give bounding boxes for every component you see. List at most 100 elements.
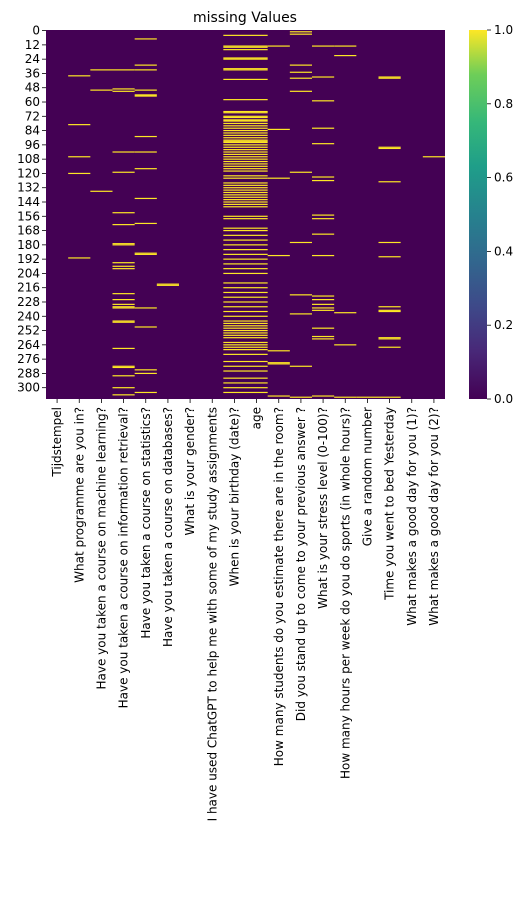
missing-cell xyxy=(245,158,268,160)
missing-cell xyxy=(245,141,268,144)
missing-cell xyxy=(245,325,268,327)
y-axis: 0122436486072849610812013214415616818019… xyxy=(17,24,46,395)
missing-cell xyxy=(245,78,268,80)
missing-cell xyxy=(134,89,157,91)
missing-cell xyxy=(223,218,246,220)
x-tick-label: I have used ChatGPT to help me with some… xyxy=(205,407,219,821)
missing-cell xyxy=(245,353,268,355)
missing-cell xyxy=(245,189,268,191)
missing-cell xyxy=(223,282,246,284)
missing-cell xyxy=(378,77,401,79)
missing-cell xyxy=(223,349,246,351)
missing-cell xyxy=(267,254,290,257)
missing-cell xyxy=(378,306,401,308)
missing-cell xyxy=(245,125,268,127)
missing-cell xyxy=(245,139,268,141)
missing-cell xyxy=(334,312,357,314)
missing-cell xyxy=(245,153,268,155)
missing-cell xyxy=(223,196,246,198)
missing-cell xyxy=(245,199,268,201)
missing-cell xyxy=(289,64,312,66)
missing-cell xyxy=(223,158,246,160)
missing-cell xyxy=(112,151,135,153)
missing-cell xyxy=(223,329,246,332)
y-tick-label: 84 xyxy=(25,124,40,138)
missing-cell xyxy=(223,310,246,313)
missing-cell xyxy=(112,321,135,323)
missing-cell xyxy=(245,203,268,205)
missing-cell xyxy=(312,76,335,78)
missing-cell xyxy=(223,263,246,265)
missing-cell xyxy=(245,156,268,158)
missing-cell xyxy=(245,332,268,334)
x-tick-label: Give a random number xyxy=(360,407,374,546)
missing-cell xyxy=(112,366,135,369)
missing-cell xyxy=(245,144,268,146)
missing-cell xyxy=(245,291,268,294)
missing-cell xyxy=(289,396,312,398)
missing-cell xyxy=(245,115,268,117)
missing-cell xyxy=(245,137,268,139)
missing-cell xyxy=(245,263,268,265)
missing-cell xyxy=(112,299,135,301)
missing-cell xyxy=(223,127,246,129)
missing-cell xyxy=(223,370,246,372)
missing-cell xyxy=(112,307,135,309)
missing-cell xyxy=(312,127,335,129)
y-tick-label: 276 xyxy=(17,352,40,366)
missing-cell xyxy=(134,197,157,200)
missing-cell xyxy=(112,293,135,295)
missing-cell xyxy=(223,175,246,177)
y-tick-label: 60 xyxy=(25,95,40,109)
missing-cell xyxy=(223,140,246,142)
y-tick-label: 228 xyxy=(17,295,40,309)
missing-cell xyxy=(312,303,335,305)
missing-cell xyxy=(223,272,246,275)
missing-cell xyxy=(223,268,246,270)
colorbar-tick-label: 0.2 xyxy=(494,318,513,332)
colorbar-tick-label: 0.8 xyxy=(494,97,513,111)
missing-cell xyxy=(245,377,268,379)
missing-cell xyxy=(223,177,246,179)
missing-cell xyxy=(223,258,246,260)
x-tick-label: Have you taken a course on statistics? xyxy=(139,407,153,639)
missing-cell xyxy=(223,215,246,217)
missing-cell xyxy=(245,327,268,329)
y-tick-label: 216 xyxy=(17,281,40,295)
missing-cell xyxy=(378,181,401,183)
y-tick-label: 156 xyxy=(17,209,40,223)
missing-cell xyxy=(134,222,157,225)
missing-cell xyxy=(245,306,268,308)
missing-cell xyxy=(245,320,268,322)
colorbar-gradient xyxy=(469,30,487,399)
y-tick-label: 120 xyxy=(17,166,40,180)
x-tick-label: Time you went to bed Yesterday xyxy=(383,407,397,601)
colorbar: 0.0 0.2 0.4 0.6 0.8 1.0 xyxy=(469,23,513,406)
missing-cell xyxy=(223,377,246,379)
missing-cell xyxy=(245,360,268,363)
missing-cell xyxy=(223,249,246,251)
missing-cell xyxy=(134,151,157,153)
missing-cell xyxy=(245,201,268,203)
missing-cell xyxy=(134,253,157,255)
missing-cell xyxy=(134,326,157,328)
missing-cell xyxy=(90,69,113,71)
x-tick-label: How many students do you estimate there … xyxy=(272,407,286,766)
y-tick-label: 300 xyxy=(17,381,40,395)
missing-cell xyxy=(223,189,246,191)
missing-cell xyxy=(134,372,157,375)
missing-cell xyxy=(245,165,268,167)
missing-cell xyxy=(223,337,246,339)
missing-cell xyxy=(267,177,290,179)
missing-cell xyxy=(112,90,135,92)
y-tick-label: 132 xyxy=(17,181,40,195)
missing-cell xyxy=(223,382,246,384)
missing-cell xyxy=(223,78,246,80)
missing-cell xyxy=(245,46,268,48)
missing-cell xyxy=(245,296,268,298)
missing-cell xyxy=(245,387,268,389)
missing-cell xyxy=(245,310,268,313)
missing-cell xyxy=(223,182,246,184)
colorbar-tick-label: 0.4 xyxy=(494,244,513,258)
